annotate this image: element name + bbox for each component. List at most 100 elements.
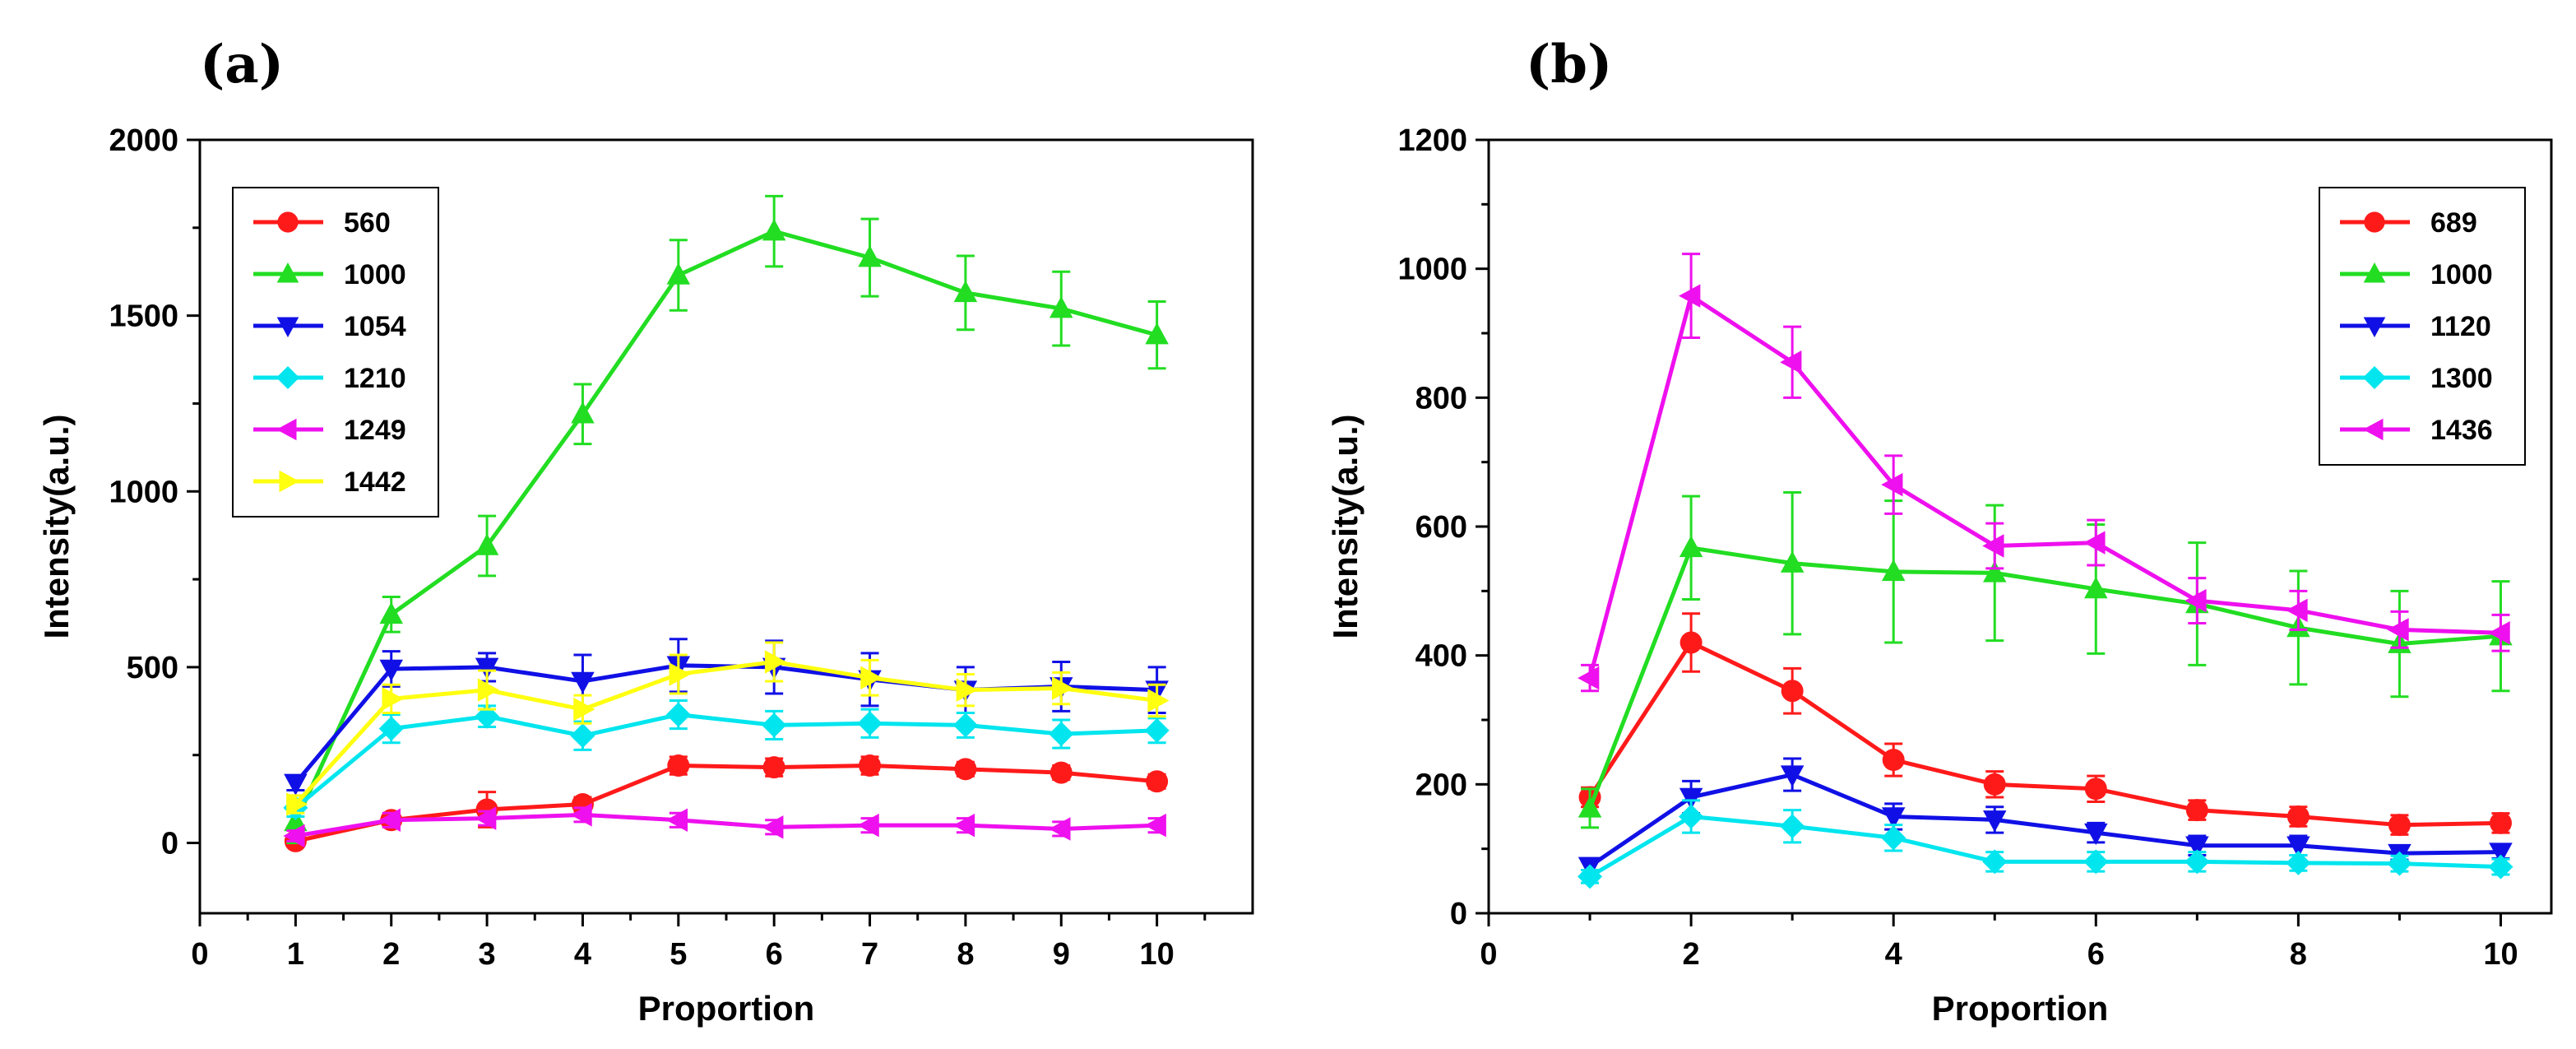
series-line: [294, 229, 1158, 823]
data-point: [2185, 588, 2207, 613]
data-point: [859, 754, 882, 777]
data-point: [1780, 765, 1805, 787]
data-point: [2185, 799, 2208, 822]
data-point: [2286, 850, 2311, 875]
data-point: [956, 678, 978, 702]
data-point: [1882, 749, 1905, 772]
series-1442: [286, 641, 1170, 816]
data-point: [284, 773, 308, 796]
data-point: [1982, 560, 2007, 583]
legend-marker: [279, 470, 299, 493]
legend-label: 1249: [344, 415, 406, 446]
data-point: [857, 711, 883, 736]
data-point: [2083, 531, 2106, 555]
legend-box: [232, 187, 439, 518]
data-point: [1982, 534, 2004, 558]
y-tick-label: 1000: [109, 475, 178, 509]
x-tick-label: 10: [2483, 937, 2518, 972]
x-tick-label: 7: [861, 937, 878, 972]
series-1436: [1578, 253, 2510, 693]
data-point: [2084, 823, 2108, 846]
data-point: [1881, 807, 1906, 829]
data-point: [1052, 676, 1074, 700]
x-tick-label: 0: [191, 937, 208, 972]
data-point: [667, 754, 690, 777]
data-point: [2387, 618, 2409, 642]
data-point: [1983, 773, 2006, 796]
legend-marker: [276, 418, 297, 441]
data-point: [1049, 761, 1073, 784]
legend-label: 1300: [2430, 363, 2493, 394]
data-point: [954, 758, 977, 781]
data-point: [1780, 550, 1805, 573]
data-point: [2489, 842, 2513, 865]
data-point: [1144, 717, 1170, 743]
data-point: [2185, 849, 2210, 875]
data-point: [860, 666, 883, 689]
series-689: [1578, 612, 2512, 837]
series-line: [294, 812, 1157, 838]
x-axis-title: Proportion: [1932, 989, 2109, 1028]
data-point: [1578, 796, 1602, 818]
data-point: [477, 678, 500, 702]
data-point: [2185, 836, 2209, 858]
data-point: [2083, 849, 2109, 875]
data-point: [1982, 810, 2007, 833]
legend-marker: [2363, 418, 2384, 441]
series-line: [1587, 292, 2501, 679]
y-axis-title: Intensity(a.u.): [1326, 414, 1364, 638]
y-tick-label: 600: [1415, 510, 1467, 545]
y-tick-label: 400: [1415, 639, 1467, 674]
data-point: [475, 657, 499, 680]
data-point: [2084, 576, 2108, 599]
data-point: [2388, 814, 2411, 837]
x-tick-label: 4: [574, 937, 591, 972]
data-point: [1780, 350, 1802, 374]
data-point: [379, 659, 403, 682]
data-point: [1146, 770, 1169, 793]
data-point: [1881, 825, 1907, 851]
data-point: [1780, 814, 1805, 839]
y-tick-label: 2000: [109, 123, 178, 158]
data-point: [1147, 689, 1170, 712]
y-tick-label: 500: [127, 651, 178, 685]
data-point: [2286, 598, 2308, 623]
series-line: [294, 764, 1157, 843]
series-1210: [283, 699, 1170, 820]
data-point: [953, 280, 978, 303]
legend-marker: [276, 262, 299, 283]
data-point: [1145, 323, 1169, 345]
legend-marker: [2363, 366, 2386, 389]
legend-marker: [2364, 211, 2385, 233]
legend-marker: [2363, 317, 2386, 337]
data-point: [669, 662, 691, 686]
data-point: [762, 815, 784, 839]
data-point: [382, 687, 404, 711]
legend-label: 1436: [2430, 415, 2493, 446]
data-point: [858, 245, 882, 267]
data-point: [1679, 804, 1704, 829]
data-point: [2084, 777, 2107, 801]
data-point: [378, 808, 401, 833]
x-tick-label: 6: [2087, 937, 2105, 972]
x-tick-label: 6: [766, 937, 783, 972]
legend-label: 1120: [2430, 311, 2491, 342]
data-point: [570, 723, 595, 749]
data-point: [1578, 864, 1603, 889]
y-tick-label: 1500: [109, 299, 178, 334]
series-1249: [283, 803, 1166, 848]
data-point: [665, 702, 691, 727]
data-point: [1578, 666, 1600, 690]
data-point: [1144, 813, 1166, 838]
data-point: [762, 712, 787, 738]
legend: 689 1000 1120 1300 1436: [2319, 187, 2526, 466]
data-point: [378, 716, 404, 741]
legend-marker: [276, 366, 299, 389]
data-point: [2286, 836, 2310, 858]
x-tick-label: 1: [287, 937, 304, 972]
x-tick-label: 2: [382, 937, 400, 972]
x-tick-label: 4: [1885, 937, 1902, 972]
data-point: [762, 756, 785, 779]
data-point: [2488, 854, 2513, 880]
data-point: [762, 219, 786, 241]
